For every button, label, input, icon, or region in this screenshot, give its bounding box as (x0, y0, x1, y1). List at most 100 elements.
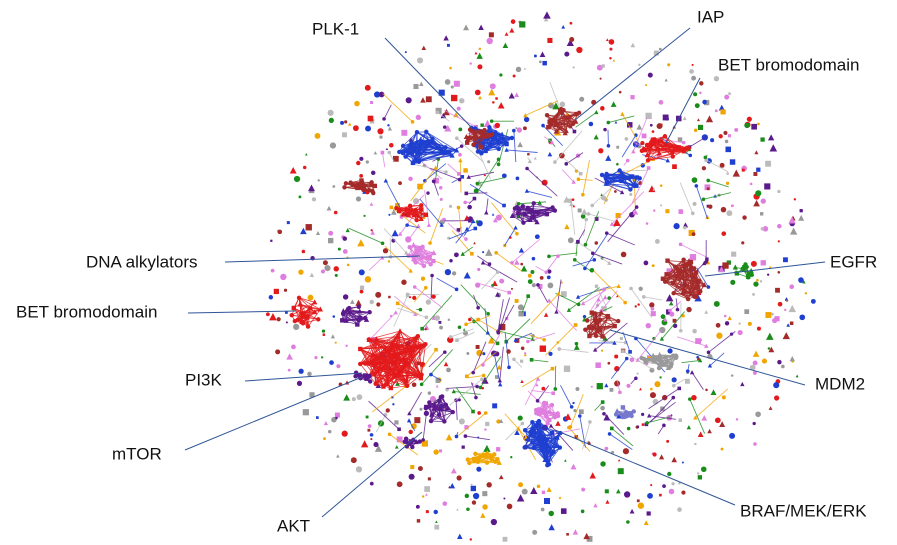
node (575, 386, 580, 391)
node (506, 503, 513, 510)
node (456, 228, 461, 232)
node (285, 320, 289, 324)
node (684, 378, 690, 384)
node (365, 160, 369, 164)
node (510, 19, 516, 24)
node (425, 96, 432, 103)
node (598, 309, 604, 315)
edge (621, 134, 637, 158)
node (726, 172, 729, 175)
node (275, 349, 281, 355)
node (677, 386, 682, 391)
node (512, 357, 516, 362)
node (438, 320, 442, 324)
node (641, 133, 647, 139)
node (628, 187, 633, 192)
edge (497, 299, 504, 332)
node (720, 447, 724, 451)
node (686, 146, 691, 151)
node (460, 251, 465, 256)
node (520, 265, 528, 272)
node (693, 128, 698, 133)
node (639, 387, 642, 391)
edge (385, 180, 402, 210)
node (491, 283, 495, 287)
node (659, 203, 663, 207)
node (423, 285, 428, 290)
node (341, 430, 348, 437)
edge (460, 284, 489, 315)
node (510, 456, 513, 459)
node (340, 120, 345, 125)
node (488, 32, 494, 38)
edge (600, 319, 619, 322)
node (592, 311, 598, 316)
node (667, 348, 673, 354)
node (637, 502, 645, 509)
node (407, 203, 413, 209)
edge (433, 181, 439, 196)
edge (499, 330, 533, 340)
node (466, 352, 470, 356)
node (480, 512, 486, 518)
node (651, 137, 656, 142)
node (471, 142, 476, 147)
node (418, 375, 424, 381)
edge (421, 295, 453, 329)
node (592, 257, 597, 262)
leader-line (244, 372, 363, 382)
node (524, 188, 530, 193)
node (394, 445, 399, 449)
node (697, 358, 703, 363)
node (265, 312, 270, 317)
edge (680, 243, 707, 258)
leader-line (187, 310, 296, 314)
node (321, 329, 326, 333)
node (690, 211, 695, 216)
node (752, 370, 757, 375)
node (718, 134, 723, 139)
node (553, 160, 557, 164)
node (283, 288, 288, 292)
edge (554, 116, 570, 122)
node (572, 204, 576, 208)
node (643, 260, 649, 266)
node (273, 288, 279, 295)
edge (484, 308, 489, 333)
node (327, 429, 332, 434)
node (753, 442, 757, 446)
edge (618, 169, 648, 172)
node (558, 496, 562, 499)
node (473, 451, 478, 457)
edge (453, 391, 481, 395)
node (681, 140, 686, 145)
node (672, 383, 676, 388)
node (515, 66, 522, 73)
edge (368, 339, 398, 359)
node (671, 291, 676, 296)
node (531, 256, 536, 261)
node (680, 291, 686, 296)
node (307, 184, 316, 192)
node (528, 429, 533, 434)
node (473, 241, 476, 245)
node (522, 211, 527, 216)
node (656, 365, 662, 371)
edge (406, 225, 419, 243)
node (732, 169, 740, 177)
node (629, 413, 634, 419)
node (351, 397, 356, 402)
node (359, 178, 364, 183)
node (604, 171, 609, 177)
node (388, 142, 394, 148)
node (507, 365, 511, 370)
node (355, 196, 362, 202)
node (509, 27, 515, 33)
node (802, 280, 806, 284)
node (604, 446, 609, 451)
edge (449, 378, 483, 406)
node (564, 162, 569, 166)
edge (537, 385, 550, 402)
node (650, 352, 656, 358)
node (489, 132, 495, 137)
